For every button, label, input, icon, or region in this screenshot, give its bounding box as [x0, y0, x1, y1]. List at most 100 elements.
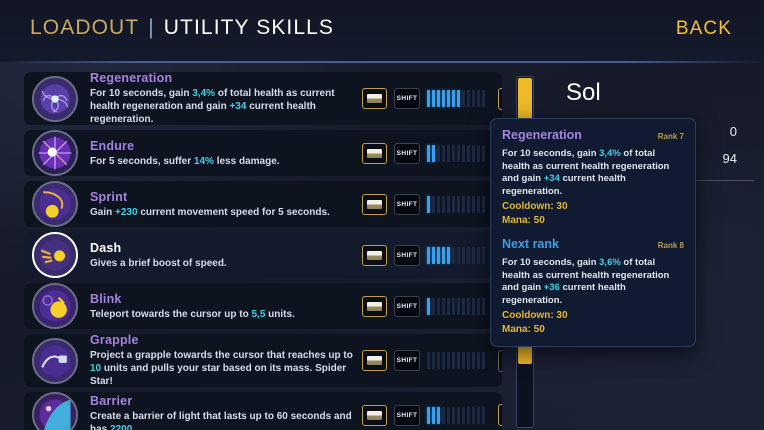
rank-segment [432, 352, 435, 369]
keybind-button[interactable]: SHIFT [394, 88, 420, 109]
desc-text: Gives a brief boost of speed. [90, 257, 227, 269]
skill-icon-sprint[interactable] [32, 181, 78, 227]
rank-segment [482, 246, 485, 264]
desc-text: current health regeneration. [502, 282, 626, 306]
skill-icon-regeneration[interactable] [32, 75, 78, 122]
skill-row[interactable]: Dash Gives a brief boost of speed. SHIFT [24, 232, 502, 278]
mouse-slot-icon[interactable] [362, 142, 387, 164]
skill-controls: SHIFT [362, 142, 502, 164]
upgrade-arrow-icon[interactable] [498, 87, 502, 110]
keybind-button[interactable]: SHIFT [394, 350, 420, 371]
value-highlight: 14% [193, 155, 214, 167]
skill-icon-blink[interactable] [32, 283, 78, 329]
stat-value-1: 94 [722, 151, 737, 166]
keybind-button[interactable]: SHIFT [394, 142, 420, 164]
skill-icon-barrier[interactable] [32, 392, 78, 430]
rank-segment [442, 406, 445, 424]
desc-text: Gain [90, 206, 116, 218]
skill-text: Regeneration For 10 seconds, gain 3,4% of… [90, 72, 362, 126]
keybind-button[interactable]: SHIFT [394, 295, 420, 317]
skill-controls: SHIFT [362, 87, 502, 110]
rank-segment [477, 90, 480, 107]
desc-text: units. [265, 308, 295, 320]
desc-text: of total health as current health regene… [90, 88, 335, 112]
page-title: LOADOUT | UTILITY SKILLS [30, 16, 334, 40]
skill-controls: SHIFT [362, 295, 502, 317]
skill-list[interactable]: Regeneration For 10 seconds, gain 3,4% of… [24, 72, 502, 430]
rank-segment [432, 195, 435, 213]
skill-row[interactable]: Blink Teleport towards the cursor up to 5… [24, 283, 502, 329]
rank-segment [462, 90, 465, 107]
skill-row[interactable]: Barrier Create a barrier of light that la… [24, 392, 502, 430]
rank-progress-bar [427, 406, 491, 424]
keybind-button[interactable]: SHIFT [394, 244, 420, 266]
value-highlight: 3,6% [599, 257, 621, 268]
mouse-slot-icon[interactable] [362, 295, 387, 317]
rank-segment [447, 406, 450, 424]
skill-icon-grapple[interactable] [32, 337, 78, 384]
breadcrumb-loadout[interactable]: LOADOUT [30, 16, 140, 39]
mouse-slot-icon[interactable] [362, 88, 387, 109]
header-bar: LOADOUT | UTILITY SKILLS BACK [0, 0, 764, 62]
skill-row[interactable]: Regeneration For 10 seconds, gain 3,4% of… [24, 72, 502, 125]
desc-text: current health regeneration. [502, 173, 626, 197]
breadcrumb-separator: | [148, 16, 155, 39]
rank-segment [482, 297, 485, 315]
rank-segment [467, 352, 470, 369]
rank-segment [462, 144, 465, 162]
mouse-slot-icon[interactable] [362, 193, 387, 215]
skill-description: Teleport towards the cursor up to 5,5 un… [90, 308, 362, 321]
rank-segment [437, 90, 440, 107]
keybind-label: SHIFT [396, 95, 418, 102]
skill-controls: SHIFT [362, 349, 502, 372]
tooltip-current-mana: Mana: 50 [502, 215, 545, 226]
mouse-slot-icon[interactable] [362, 244, 387, 266]
rank-segment [472, 246, 475, 264]
skill-icon-endure[interactable] [32, 130, 78, 176]
rank-segment [442, 352, 445, 369]
skill-description: For 5 seconds, suffer 14% less damage. [90, 155, 362, 168]
skill-tooltip: Regeneration Rank 7 For 10 seconds, gain… [490, 118, 696, 347]
rank-segment [477, 352, 480, 369]
breadcrumb-section: UTILITY SKILLS [163, 16, 335, 39]
rank-segment [427, 246, 430, 264]
rank-segment [457, 246, 460, 264]
rank-segment [427, 352, 430, 369]
rank-segment [427, 144, 430, 162]
rank-segment [467, 297, 470, 315]
rank-segment [472, 352, 475, 369]
skill-icon-dash[interactable] [32, 232, 78, 278]
rank-segment [462, 246, 465, 264]
keybind-button[interactable]: SHIFT [394, 193, 420, 215]
desc-text: of total health as current health regene… [502, 257, 670, 293]
mouse-slot-icon[interactable] [362, 350, 387, 371]
upgrade-arrow-icon[interactable] [498, 349, 502, 372]
skill-row[interactable]: Grapple Project a grapple towards the cur… [24, 333, 502, 387]
value-highlight: 5,5 [251, 308, 266, 320]
rank-segment [447, 297, 450, 315]
keybind-button[interactable]: SHIFT [394, 404, 420, 426]
rank-segment [447, 246, 450, 264]
rank-segment [482, 352, 485, 369]
value-highlight: 3,4% [192, 88, 216, 99]
keybind-label: SHIFT [396, 411, 418, 419]
tooltip-next-description: For 10 seconds, gain 3,6% of total healt… [502, 257, 684, 307]
desc-text: current movement speed for 5 seconds. [137, 206, 330, 218]
skill-row[interactable]: Endure For 5 seconds, suffer 14% less dam… [24, 130, 502, 176]
tooltip-current-description: For 10 seconds, gain 3,4% of total healt… [502, 148, 684, 198]
skill-name: Regeneration [90, 72, 173, 85]
rank-segment [437, 144, 440, 162]
tooltip-next-header: Next rank Rank 8 [502, 237, 684, 251]
skill-name: Dash [90, 240, 122, 255]
skill-row[interactable]: Sprint Gain +230 current movement speed f… [24, 181, 502, 227]
upgrade-arrow-icon[interactable] [498, 404, 502, 426]
back-button[interactable]: BACK [675, 18, 732, 39]
rank-segment [452, 246, 455, 264]
rank-segment [432, 144, 435, 162]
desc-text: current health regeneration. [90, 101, 316, 125]
rank-segment [427, 297, 430, 315]
scrollbar-thumb[interactable] [518, 78, 532, 122]
mouse-slot-icon[interactable] [362, 404, 387, 426]
skill-text: Dash Gives a brief boost of speed. [90, 241, 362, 270]
tooltip-current-cooldown: Cooldown: 30 [502, 201, 568, 212]
